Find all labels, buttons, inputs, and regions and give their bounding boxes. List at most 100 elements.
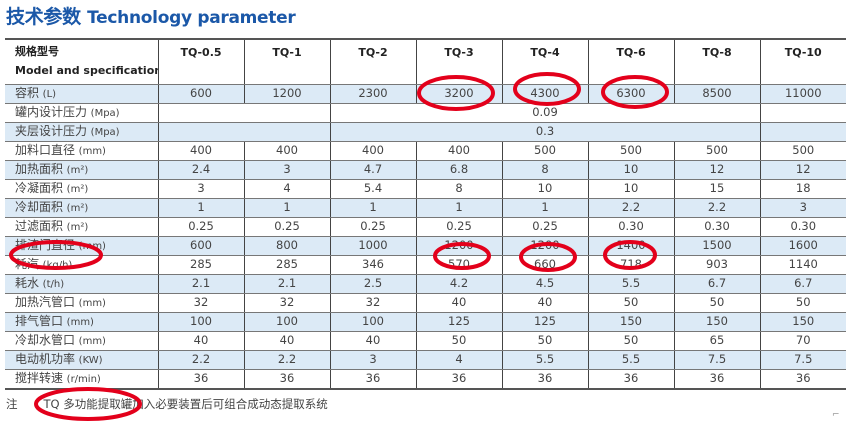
row-label: 加热面积 (m²): [5, 160, 159, 180]
corner-mark-icon: ⌐: [832, 410, 840, 420]
value-cell: 3: [243, 160, 331, 180]
title-cn: 技术参数: [6, 6, 81, 28]
value-cell: 100: [157, 312, 245, 332]
header-tq-2: TQ-2: [329, 39, 417, 85]
value-cell: 150: [673, 312, 761, 332]
value-cell: 3: [759, 198, 846, 218]
value-cell: 12: [759, 160, 846, 180]
value-cell: 500: [587, 141, 675, 161]
value-cell: 5.5: [587, 274, 675, 294]
value-cell: 600: [157, 236, 245, 256]
value-cell: 40: [243, 331, 331, 351]
value-cell: 36: [759, 369, 846, 389]
row-unit: (KW): [78, 354, 103, 366]
value-cell: 2.5: [329, 274, 417, 294]
value-cell: 6.7: [759, 274, 846, 294]
value-cell: 6300: [587, 84, 675, 104]
value-cell: 36: [501, 369, 589, 389]
value-cell: 0.25: [157, 217, 245, 237]
table-row: 夹层设计压力 (Mpa) 0.3: [5, 122, 846, 142]
value-cell: 50: [415, 331, 503, 351]
value-cell: 7.5: [759, 350, 846, 370]
row-unit: (Mpa): [90, 126, 120, 138]
value-cell: 2.2: [243, 350, 331, 370]
value-cell: 1140: [759, 255, 846, 275]
value-cell: 12: [673, 160, 761, 180]
row-label-text: 耗汽: [15, 256, 40, 271]
value-cell: 50: [587, 293, 675, 313]
row-label: 加料口直径 (mm): [5, 141, 159, 161]
header-en: Model and specification: [15, 64, 158, 77]
header-cn: 规格型号: [15, 45, 59, 58]
value-cell: 36: [587, 369, 675, 389]
spec-table: 规格型号 Model and specification TQ-0.5 TQ-1 TQ…: [5, 38, 846, 390]
value-cell: 8500: [673, 84, 761, 104]
row-unit: (m²): [66, 183, 89, 195]
merged-value-cell: 0.3: [329, 122, 761, 142]
value-cell: 2.2: [587, 198, 675, 218]
value-cell: 40: [157, 331, 245, 351]
row-unit: (m²): [66, 221, 89, 233]
value-cell: 346: [329, 255, 417, 275]
value-cell: 903: [673, 255, 761, 275]
table-row: 冷却面积 (m²) 1 1 1 1 1 2.2 2.2 3: [5, 198, 846, 218]
row-label: 耗水 (t/h): [5, 274, 159, 294]
value-cell: 2.2: [673, 198, 761, 218]
table-row: 加料口直径 (mm) 400 400 400 400 500 500 500 500: [5, 141, 846, 161]
header-model-spec: 规格型号 Model and specification: [5, 39, 159, 85]
value-cell: 6.8: [415, 160, 503, 180]
header-tq-10: TQ-10: [759, 39, 846, 85]
value-cell: 1: [501, 198, 589, 218]
row-label: 排渣门直径 (mm): [5, 236, 159, 256]
row-label: 排气管口 (mm): [5, 312, 159, 332]
value-cell: 15: [673, 179, 761, 199]
empty-cell: [759, 122, 846, 142]
value-cell: 7.5: [673, 350, 761, 370]
row-label-text: 耗水: [15, 275, 40, 290]
row-unit: (mm): [66, 316, 94, 328]
row-label: 搅拌转速 (r/min): [5, 369, 159, 389]
value-cell: 10: [587, 179, 675, 199]
row-label: 耗汽 (kg/h): [5, 255, 159, 275]
page-title: 技术参数 Technology parameter: [6, 5, 296, 30]
value-cell: 5.4: [329, 179, 417, 199]
value-cell: 1: [415, 198, 503, 218]
table-row: 冷凝面积 (m²) 3 4 5.4 8 10 10 15 18: [5, 179, 846, 199]
row-label: 冷却面积 (m²): [5, 198, 159, 218]
row-label-text: 冷却水管口: [15, 332, 76, 347]
row-label-text: 排气管口: [15, 313, 64, 328]
row-label-text: 电动机功率: [15, 351, 76, 366]
value-cell: 40: [415, 293, 503, 313]
value-cell: 3: [329, 350, 417, 370]
row-label-text: 冷却面积: [15, 199, 64, 214]
value-cell: 100: [329, 312, 417, 332]
row-label: 冷凝面积 (m²): [5, 179, 159, 199]
title-en: Technology parameter: [87, 8, 296, 28]
value-cell: 0.30: [759, 217, 846, 237]
row-label: 容积 (L): [5, 84, 159, 104]
value-cell: 2.4: [157, 160, 245, 180]
footnote: 注 TQ 多功能提取罐加入必要装置后可组合成动态提取系统: [6, 396, 328, 412]
value-cell: 4300: [501, 84, 589, 104]
value-cell: 36: [415, 369, 503, 389]
row-label: 罐内设计压力 (Mpa): [5, 103, 159, 123]
value-cell: 50: [587, 331, 675, 351]
value-cell: 718: [587, 255, 675, 275]
value-cell: 1400: [587, 236, 675, 256]
value-cell: 285: [243, 255, 331, 275]
value-cell: 4.7: [329, 160, 417, 180]
row-unit: (m²): [66, 164, 89, 176]
value-cell: 4: [243, 179, 331, 199]
value-cell: 660: [501, 255, 589, 275]
value-cell: 0.25: [329, 217, 417, 237]
value-cell: 400: [415, 141, 503, 161]
value-cell: 100: [243, 312, 331, 332]
value-cell: 36: [157, 369, 245, 389]
table-row: 容积 (L) 600 1200 2300 3200 4300 6300 8500 11000: [5, 84, 846, 104]
value-cell: 2300: [329, 84, 417, 104]
row-label: 夹层设计压力 (Mpa): [5, 122, 159, 142]
row-unit: (r/min): [66, 373, 101, 385]
row-label: 电动机功率 (KW): [5, 350, 159, 370]
row-label-text: 加料口直径: [15, 142, 76, 157]
table-row: 过滤面积 (m²) 0.25 0.25 0.25 0.25 0.25 0.30 0.30 0.3…: [5, 217, 846, 237]
